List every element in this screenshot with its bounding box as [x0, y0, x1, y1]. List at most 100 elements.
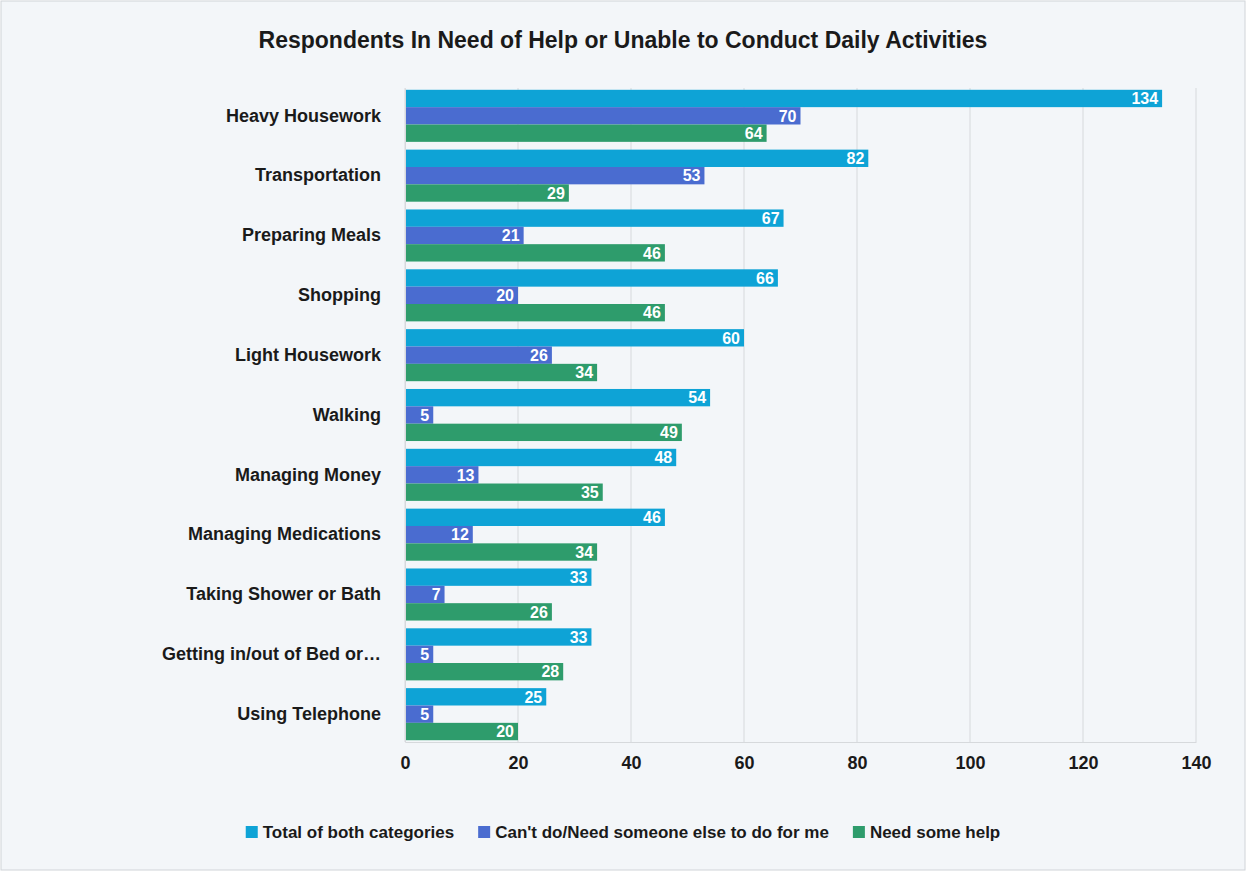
category-label: Getting in/out of Bed or… [162, 644, 381, 664]
bar [405, 107, 801, 124]
bar [405, 406, 433, 423]
tick: Walking [313, 405, 405, 425]
data-label: 33 [570, 569, 588, 586]
tick: Light Housework [235, 345, 405, 365]
grid-line [744, 88, 745, 742]
bar [405, 628, 591, 645]
bar [405, 269, 778, 286]
bar [405, 389, 710, 406]
data-label: 26 [530, 604, 548, 621]
data-label: 70 [779, 108, 797, 125]
legend-swatch [478, 826, 490, 838]
data-label: 28 [541, 663, 559, 680]
data-label: 20 [496, 723, 514, 740]
legend-item: Can't do/Need someone else to do for me [478, 823, 829, 842]
bar [405, 688, 546, 705]
series [405, 124, 767, 740]
data-label: 29 [547, 185, 565, 202]
x-axis: 0 20 40 60 80 100 120 140 [400, 742, 1211, 773]
data-label: 67 [762, 210, 780, 227]
tick: Shopping [298, 285, 405, 305]
category-label: Managing Medications [188, 524, 381, 544]
grid-line [405, 88, 406, 742]
tick: Preparing Meals [242, 225, 405, 245]
bar [405, 346, 552, 363]
data-label: 7 [432, 586, 441, 603]
tick: 60 [734, 742, 754, 773]
bar [405, 287, 518, 304]
data-label: 46 [643, 304, 661, 321]
tick: 80 [847, 742, 867, 773]
tick-label: 100 [955, 753, 985, 773]
data-label: 48 [654, 449, 672, 466]
tick: 120 [1068, 742, 1098, 773]
category-label: Shopping [298, 285, 381, 305]
data-label: 34 [575, 544, 593, 561]
legend-label: Can't do/Need someone else to do for me [495, 823, 829, 842]
data-label: 20 [496, 287, 514, 304]
bar [405, 227, 524, 244]
bar [405, 244, 665, 261]
data-label: 13 [457, 467, 475, 484]
category-label: Using Telephone [237, 704, 381, 724]
legend-swatch [246, 826, 258, 838]
bar [405, 706, 433, 723]
tick: 140 [1181, 742, 1211, 773]
bar [405, 543, 597, 560]
chart: Respondents In Need of Help or Unable to… [0, 0, 1246, 871]
axis-line [405, 89, 406, 743]
bar [405, 329, 744, 346]
tick-label: 0 [400, 753, 410, 773]
grid [405, 88, 1196, 742]
bar [405, 364, 597, 381]
data-label: 64 [745, 125, 763, 142]
tick: 0 [400, 742, 410, 773]
category-label: Light Housework [235, 345, 382, 365]
tick-label: 60 [734, 753, 754, 773]
category-label: Taking Shower or Bath [186, 584, 381, 604]
tick: Taking Shower or Bath [186, 584, 405, 604]
tick-label: 20 [508, 753, 528, 773]
category-label: Walking [313, 405, 381, 425]
axis-line [406, 742, 1197, 743]
bar [405, 663, 563, 680]
legend-item: Need some help [853, 823, 1000, 842]
data-label: 21 [502, 227, 520, 244]
tick: Heavy Housework [226, 106, 405, 126]
data-label: 54 [688, 389, 706, 406]
bars [405, 90, 1162, 740]
data-label: 34 [575, 364, 593, 381]
bar [405, 184, 569, 201]
data-labels: 1348267666054484633332570532120265131275… [420, 90, 1158, 740]
data-label: 33 [570, 629, 588, 646]
bar [405, 449, 676, 466]
background [1, 1, 1245, 870]
tick: 40 [621, 742, 641, 773]
bar [405, 568, 591, 585]
legend-label: Need some help [870, 823, 1000, 842]
category-label: Transportation [255, 165, 381, 185]
tick-label: 40 [621, 753, 641, 773]
bar [405, 150, 868, 167]
grid-line [1196, 88, 1197, 742]
title: Respondents In Need of Help or Unable to… [259, 27, 988, 53]
legend: Total of both categories Can't do/Need so… [246, 823, 1001, 842]
grid-line [1083, 88, 1084, 742]
category-label: Preparing Meals [242, 225, 381, 245]
legend-swatch [853, 826, 865, 838]
data-label: 5 [420, 646, 429, 663]
data-label: 12 [451, 526, 469, 543]
tick: Transportation [255, 165, 405, 185]
tick: 100 [955, 742, 985, 773]
tick-label: 120 [1068, 753, 1098, 773]
bar [405, 466, 478, 483]
data-label: 5 [420, 706, 429, 723]
grid-line [631, 88, 632, 742]
bar [405, 509, 665, 526]
bar [405, 484, 603, 501]
legend-label: Total of both categories [263, 823, 454, 842]
category-label: Managing Money [235, 465, 381, 485]
bar [405, 304, 665, 321]
legend-item: Total of both categories [246, 823, 454, 842]
tick: Getting in/out of Bed or… [162, 644, 405, 664]
